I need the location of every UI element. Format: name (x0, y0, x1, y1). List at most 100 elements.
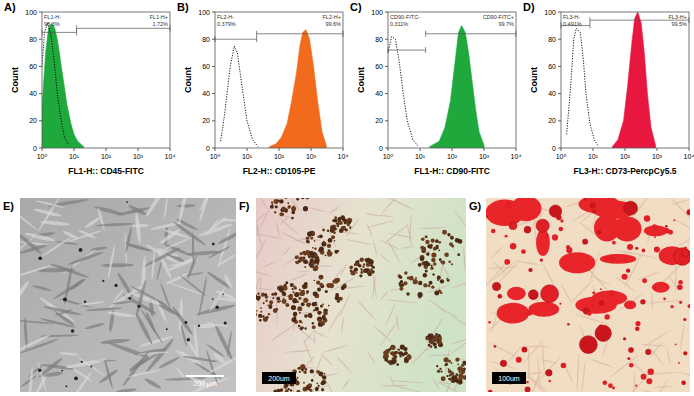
y-tick-label: 40 (375, 90, 383, 97)
lipid-droplet (628, 347, 634, 353)
mineral-deposit (451, 244, 454, 247)
x-tick-label: 10¹ (69, 153, 80, 160)
panel-label: A) (4, 1, 16, 13)
mineral-deposit (348, 221, 351, 224)
mineral-deposit (364, 258, 367, 261)
lipid-droplet (559, 227, 564, 232)
cell (144, 246, 182, 268)
fiber (366, 223, 373, 238)
debris (129, 297, 132, 300)
mineral-deposit (426, 252, 430, 256)
mineral-deposit (257, 299, 259, 301)
lipid-droplet (688, 304, 690, 308)
mineral-deposit (399, 351, 404, 356)
mineral-deposit (275, 205, 278, 208)
cell (134, 312, 153, 345)
fiber (428, 299, 447, 312)
cell (217, 226, 236, 245)
lipid-droplet (654, 236, 656, 238)
mineral-deposit (257, 296, 261, 300)
fiber (679, 324, 685, 352)
fiber (411, 342, 434, 365)
cell (135, 280, 148, 317)
mineral-deposit (311, 262, 314, 265)
fiber (282, 246, 290, 256)
mineral-deposit (313, 292, 318, 297)
lipid-droplet (592, 291, 595, 294)
lipid-droplet (635, 247, 638, 250)
cell (32, 285, 53, 292)
mineral-deposit (457, 366, 462, 371)
mineral-deposit (431, 285, 434, 288)
mineral-deposit (300, 291, 303, 294)
fiber (389, 288, 406, 291)
mineral-deposit (265, 295, 268, 298)
mineral-deposit (299, 312, 301, 314)
mineral-deposit (308, 383, 312, 387)
mineral-deposit (298, 367, 301, 370)
fiber (299, 384, 329, 392)
fiber (386, 299, 416, 304)
cell (86, 307, 123, 312)
gate-percent: 1.72% (152, 21, 168, 27)
plot-frame (42, 12, 170, 148)
y-tick-label: 80 (548, 36, 556, 43)
lipid-droplet (500, 360, 506, 366)
mineral-deposit (312, 247, 314, 249)
lipid-droplet (679, 301, 682, 304)
mineral-deposit (293, 312, 297, 316)
y-tick (385, 12, 388, 13)
cell (59, 352, 79, 356)
gate-name: FL1-H+ (150, 14, 169, 20)
mineral-deposit (293, 286, 296, 289)
lipid-droplet (635, 327, 639, 331)
fiber (295, 325, 315, 343)
mineral-deposit (314, 280, 316, 282)
fiber (602, 340, 609, 358)
fiber (451, 337, 466, 354)
scale-bar (186, 375, 224, 377)
lipid-droplet (491, 229, 496, 234)
mineral-deposit (438, 342, 442, 346)
mineral-deposit (256, 310, 258, 312)
mineral-deposit (431, 265, 433, 267)
mineral-deposit (336, 223, 339, 226)
x-tick-label: 10² (274, 153, 285, 160)
mineral-deposit (435, 247, 437, 249)
mineral-deposit (302, 251, 306, 255)
mineral-deposit (321, 388, 324, 391)
y-tick (212, 93, 215, 94)
mineral-deposit (435, 292, 438, 295)
mineral-deposit (320, 321, 325, 326)
mineral-deposit (399, 275, 402, 278)
cell (221, 219, 236, 222)
lipid-droplet (647, 368, 653, 374)
mineral-deposit (303, 298, 308, 303)
mineral-deposit (316, 382, 318, 384)
y-tick (212, 39, 215, 40)
plot-area (42, 23, 84, 148)
mineral-deposit (322, 375, 326, 379)
mineral-deposit (296, 198, 299, 201)
cell (121, 350, 150, 387)
cell (208, 287, 226, 312)
y-tick-label: 80 (29, 36, 37, 43)
lipid-droplet (506, 202, 512, 208)
fiber (373, 240, 378, 257)
micrograph (486, 198, 690, 392)
mineral-deposit (354, 268, 358, 272)
fiber (256, 222, 264, 250)
micrograph-panel: F)200um (239, 189, 475, 396)
mineral-deposit (321, 276, 323, 278)
debris (79, 248, 83, 252)
mineral-deposit (321, 380, 326, 385)
mineral-deposit (284, 284, 286, 286)
mineral-deposit (276, 389, 280, 392)
mineral-deposit (406, 292, 409, 295)
lipid-droplet (559, 303, 561, 305)
mineral-deposit (446, 375, 448, 377)
fiber (309, 207, 327, 212)
y-tick-label: 100 (544, 9, 556, 16)
mineral-deposit (296, 390, 300, 392)
debris (187, 338, 190, 341)
